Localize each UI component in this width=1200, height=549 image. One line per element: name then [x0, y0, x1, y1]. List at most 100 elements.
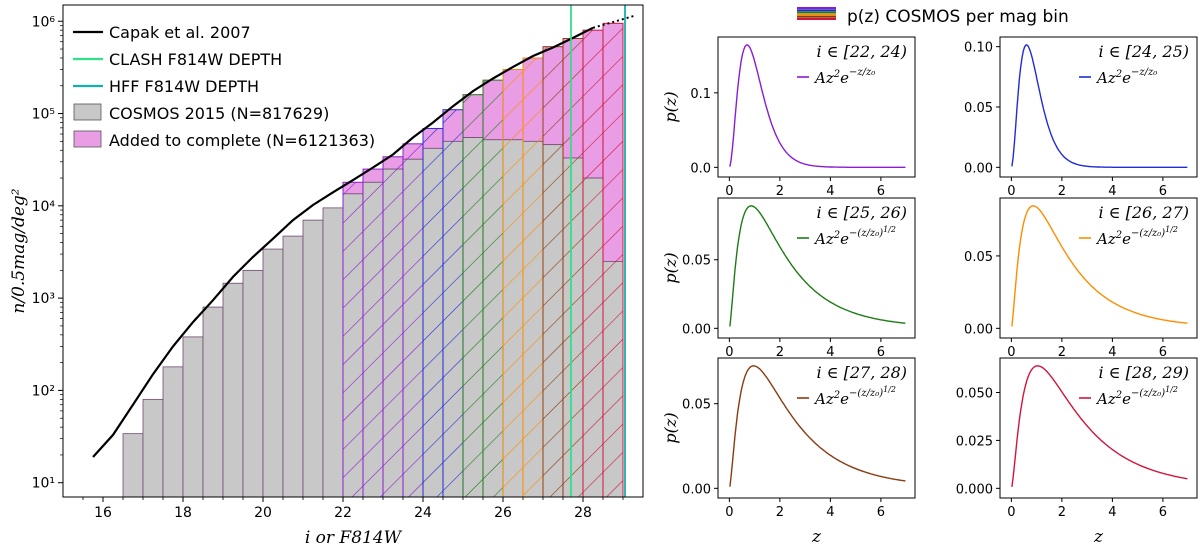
cosmos-bar [222, 282, 244, 498]
panel-y-label: p(z) [661, 412, 680, 443]
legend-label: CLASH F814W DEPTH [109, 50, 282, 69]
x-tick-label: 24 [414, 505, 432, 521]
x-tick-label: 0 [725, 345, 733, 360]
histogram-chart: 16 18 20 22 24 26 28 10¹ 10² 10³ 10⁴ 10⁵ 10⁶ i or F81… [9, 4, 644, 548]
y-tick-label: 0.05 [682, 398, 711, 413]
y-tick-label: 0.050 [956, 386, 993, 401]
x-tick-label: 4 [826, 345, 834, 360]
y-axis-label: n/0.5mag/deg² [9, 188, 29, 313]
panel-frame [717, 36, 916, 178]
pz-panel: 0 2 4 6 0.00 0.05 i ∈ [27, 28) Az2e−(z/z₀)1/2 p(… [661, 357, 916, 547]
x-tick-label: 28 [574, 505, 592, 521]
pz-curve [1011, 365, 1188, 487]
panel-formula: Az2e−z/z₀ [813, 67, 875, 87]
x-tick-label: 18 [174, 505, 192, 521]
x-tick-label: 4 [826, 184, 834, 199]
hatch-bar [362, 168, 384, 498]
legend-patch-swatch [73, 103, 102, 121]
hatch-bar [602, 22, 624, 498]
x-tick-label: 6 [877, 345, 885, 360]
panel-y-label: p(z) [661, 252, 680, 283]
pz-curve [1011, 44, 1188, 169]
cosmos-bar [302, 219, 324, 498]
x-tick-label: 0 [1007, 345, 1015, 360]
capak-line [92, 26, 594, 458]
y-tick-label: 0.10 [964, 41, 993, 56]
hatch-bar [342, 181, 364, 498]
y-tick-label: 0.00 [964, 161, 993, 176]
x-tick-label: 2 [1058, 184, 1066, 199]
suptitle-text: p(z) COSMOS per mag bin [847, 7, 1069, 27]
pz-panels: p(z) COSMOS per mag bin 0 2 4 6 0.0 0.1 i ∈ [22… [661, 7, 1198, 547]
pz-panel: 0 2 4 6 0.0 0.1 i ∈ [22, 24) Az2e−z/z₀ p(z) [661, 36, 916, 199]
legend-label: Capak et al. 2007 [109, 23, 251, 42]
x-tick-label: 4 [826, 505, 834, 520]
panel-mag-label: i ∈ [28, 29) [1098, 363, 1189, 382]
panel-frame [999, 197, 1198, 339]
pz-panel: 0 2 4 6 0.00 0.05 i ∈ [26, 27) Az2e−(z/z₀)1/2 [964, 197, 1198, 360]
y-tick-label: 0.025 [956, 434, 993, 449]
pz-panel: 0 2 4 6 0.000 0.025 0.050 i ∈ [28, 29) Az2e−(z/z… [956, 357, 1198, 547]
x-tick-label: 2 [776, 505, 784, 520]
cosmos-bar [322, 207, 344, 498]
x-tick-label: 0 [725, 505, 733, 520]
panel-mag-label: i ∈ [26, 27) [1098, 203, 1189, 222]
x-tick-label: 4 [1108, 505, 1116, 520]
x-tick-label: 0 [725, 184, 733, 199]
panel-frame [717, 357, 916, 499]
y-tick-label: 0.05 [964, 250, 993, 265]
hatch-bar [542, 46, 564, 498]
y-tick-label: 10² [32, 383, 55, 399]
x-tick-label: 0 [1007, 184, 1015, 199]
cosmos-bar [162, 366, 184, 498]
plot-frame [62, 4, 644, 498]
y-tick-label: 10⁴ [32, 199, 56, 215]
x-tick-label: 22 [334, 505, 352, 521]
x-axis-label: i or F814W [305, 528, 403, 548]
pz-panel: 0 2 4 6 0.00 0.05 0.10 i ∈ [24, 25) Az2e−z/z₀ [964, 36, 1198, 199]
y-tick-label: 10⁵ [32, 107, 55, 123]
x-tick-label: 16 [94, 505, 112, 521]
y-tick-label: 0.05 [682, 254, 711, 269]
cosmos-bar [142, 398, 164, 498]
cosmos-bar [202, 306, 224, 498]
hatch-bar [442, 109, 464, 498]
x-tick-label: 2 [776, 345, 784, 360]
legend-patch-swatch [73, 130, 102, 148]
hatch-bar [582, 29, 604, 498]
pz-curve [729, 205, 906, 327]
hatch-bar [422, 127, 444, 498]
cosmos-bar [262, 248, 284, 498]
y-tick-label: 10³ [32, 291, 55, 307]
pz-curve [1011, 205, 1188, 327]
y-tick-label: 0.05 [964, 101, 993, 116]
panel-y-label: p(z) [661, 91, 680, 122]
x-tick-label: 6 [1159, 184, 1167, 199]
cosmos-bar [242, 269, 264, 498]
hatch-bar [502, 69, 524, 498]
y-tick-label: 0.00 [964, 322, 993, 337]
panel-formula: Az2e−(z/z₀)1/2 [813, 385, 896, 408]
x-tick-label: 2 [776, 184, 784, 199]
pz-curve [729, 365, 906, 487]
panel-mag-label: i ∈ [27, 28) [816, 363, 907, 382]
x-tick-label: 6 [877, 505, 885, 520]
y-tick-label: 10¹ [32, 476, 55, 492]
legend: Capak et al. 2007 CLASH F814W DEPTH HFF F8… [73, 23, 375, 150]
pz-curve [729, 44, 906, 169]
hatch-bar [402, 143, 424, 498]
capak-extrapolation [592, 14, 636, 29]
panel-formula: Az2e−(z/z₀)1/2 [1095, 385, 1178, 408]
x-tick-label: 6 [877, 184, 885, 199]
panel-formula: Az2e−(z/z₀)1/2 [1095, 225, 1178, 248]
panel-frame [717, 197, 916, 339]
cosmos-bar [182, 336, 204, 498]
y-tick-label: 0.000 [956, 482, 993, 497]
x-tick-label: 6 [1159, 505, 1167, 520]
panel-formula: Az2e−(z/z₀)1/2 [813, 225, 896, 248]
legend-label: Added to complete (N=6121363) [109, 131, 375, 150]
hatch-bar [382, 156, 404, 498]
hatch-bar [522, 57, 544, 498]
hatch-bar [462, 94, 484, 498]
